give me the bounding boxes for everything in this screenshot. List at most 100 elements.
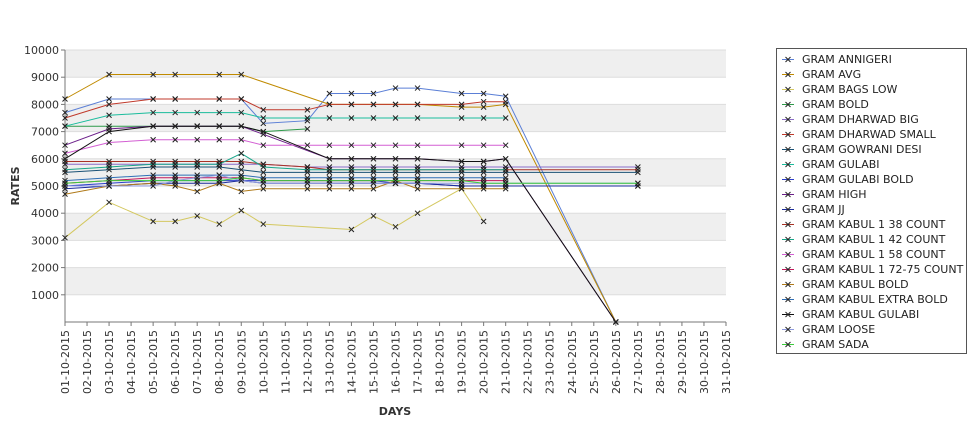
data-point-marker <box>304 142 311 149</box>
data-point-marker <box>304 126 311 132</box>
data-point-marker <box>150 218 156 225</box>
legend-item: GRAM KABUL EXTRA BOLD <box>777 292 966 307</box>
data-point-marker <box>392 101 399 108</box>
data-point-marker <box>348 166 355 173</box>
legend-item: GRAM DHARWAD BIG <box>777 112 966 127</box>
legend-marker-icon <box>782 311 794 318</box>
data-point-marker <box>172 71 179 78</box>
data-point-marker <box>458 158 465 165</box>
data-point-marker <box>370 101 377 108</box>
data-point-marker <box>216 161 223 168</box>
series-group <box>62 109 509 130</box>
data-point-marker <box>62 96 68 102</box>
series-group <box>62 174 641 187</box>
data-point-marker <box>62 142 68 149</box>
data-point-marker <box>238 123 245 130</box>
legend-label: GRAM GULABI <box>802 158 880 171</box>
x-tick-label: 11-10-2015 <box>279 330 292 394</box>
legend-label: GRAM KABUL 1 42 COUNT <box>802 233 946 246</box>
data-point-marker <box>194 109 201 116</box>
x-tick-label: 02-10-2015 <box>81 330 94 394</box>
data-point-marker <box>635 166 641 173</box>
x-tick-label: 27-10-2015 <box>632 330 645 394</box>
data-point-marker <box>194 213 201 219</box>
legend-marker-icon <box>782 296 794 303</box>
data-point-marker <box>326 155 333 162</box>
data-point-marker <box>480 142 487 149</box>
data-point-marker <box>216 177 223 184</box>
data-point-marker <box>216 109 223 116</box>
data-point-marker <box>238 207 245 214</box>
data-point-marker <box>392 166 399 173</box>
data-point-marker <box>260 120 267 127</box>
series-line <box>64 177 638 184</box>
data-point-marker <box>172 161 179 168</box>
data-point-marker <box>194 177 201 184</box>
data-point-marker <box>480 104 487 110</box>
data-point-marker <box>150 123 156 130</box>
x-tick-label: 22-10-2015 <box>522 330 535 394</box>
data-point-marker <box>392 85 399 91</box>
x-tick-label: 25-10-2015 <box>588 330 601 394</box>
x-tick-label: 28-10-2015 <box>654 330 667 394</box>
data-point-marker <box>414 101 421 108</box>
series-group <box>62 185 487 241</box>
data-point-marker <box>216 123 223 130</box>
data-point-marker <box>150 71 156 78</box>
data-point-marker <box>106 112 112 119</box>
data-point-marker <box>392 177 399 184</box>
data-point-marker <box>260 106 267 113</box>
data-point-marker <box>172 218 179 225</box>
legend-label: GRAM HIGH <box>802 188 867 201</box>
data-point-marker <box>106 139 112 146</box>
data-point-marker <box>348 101 355 108</box>
legend-label: GRAM BOLD <box>802 98 869 111</box>
x-tick-label: 06-10-2015 <box>169 330 182 394</box>
data-point-marker <box>502 174 509 181</box>
legend-marker-icon <box>782 281 794 288</box>
data-point-marker <box>370 177 377 184</box>
legend-label: GRAM KABUL EXTRA BOLD <box>802 293 948 306</box>
legend-marker-icon <box>782 221 794 228</box>
data-point-marker <box>172 183 179 189</box>
data-point-marker <box>172 109 179 116</box>
y-tick-label: 2000 <box>31 262 59 275</box>
legend-marker-icon <box>782 191 794 198</box>
data-point-marker <box>414 177 421 184</box>
legend-label: GRAM DHARWAD SMALL <box>802 128 936 141</box>
data-point-marker <box>172 96 179 102</box>
y-tick-label: 3000 <box>31 234 59 247</box>
x-tick-label: 16-10-2015 <box>390 330 403 394</box>
data-point-marker <box>62 115 68 121</box>
legend-label: GRAM KABUL 1 58 COUNT <box>802 248 946 261</box>
data-point-marker <box>260 221 267 227</box>
data-point-marker <box>502 180 509 187</box>
data-point-marker <box>502 185 509 192</box>
legend-label: GRAM LOOSE <box>802 323 876 336</box>
data-point-marker <box>458 115 465 121</box>
series-line <box>64 98 506 119</box>
data-point-marker <box>348 177 355 184</box>
series-layer <box>62 71 641 325</box>
legend-marker-icon <box>782 251 794 258</box>
legend-marker-icon <box>782 101 794 108</box>
data-point-marker <box>238 150 245 157</box>
data-point-marker <box>414 185 421 192</box>
data-point-marker <box>370 155 377 162</box>
data-point-marker <box>414 115 421 121</box>
series-group <box>62 150 509 173</box>
data-point-marker <box>62 166 68 173</box>
legend-marker-icon <box>782 176 794 183</box>
data-point-marker <box>106 128 112 135</box>
x-tick-label: 03-10-2015 <box>103 330 116 394</box>
data-point-marker <box>238 166 245 173</box>
data-point-marker <box>260 142 267 149</box>
y-tick-label: 9000 <box>31 71 59 84</box>
data-point-marker <box>326 115 333 121</box>
data-point-marker <box>194 136 201 143</box>
y-tick-label: 4000 <box>31 207 59 220</box>
series-group <box>62 123 619 325</box>
data-point-marker <box>260 164 267 170</box>
data-point-marker <box>238 174 245 181</box>
legend-item: GRAM KABUL 1 42 COUNT <box>777 232 966 247</box>
